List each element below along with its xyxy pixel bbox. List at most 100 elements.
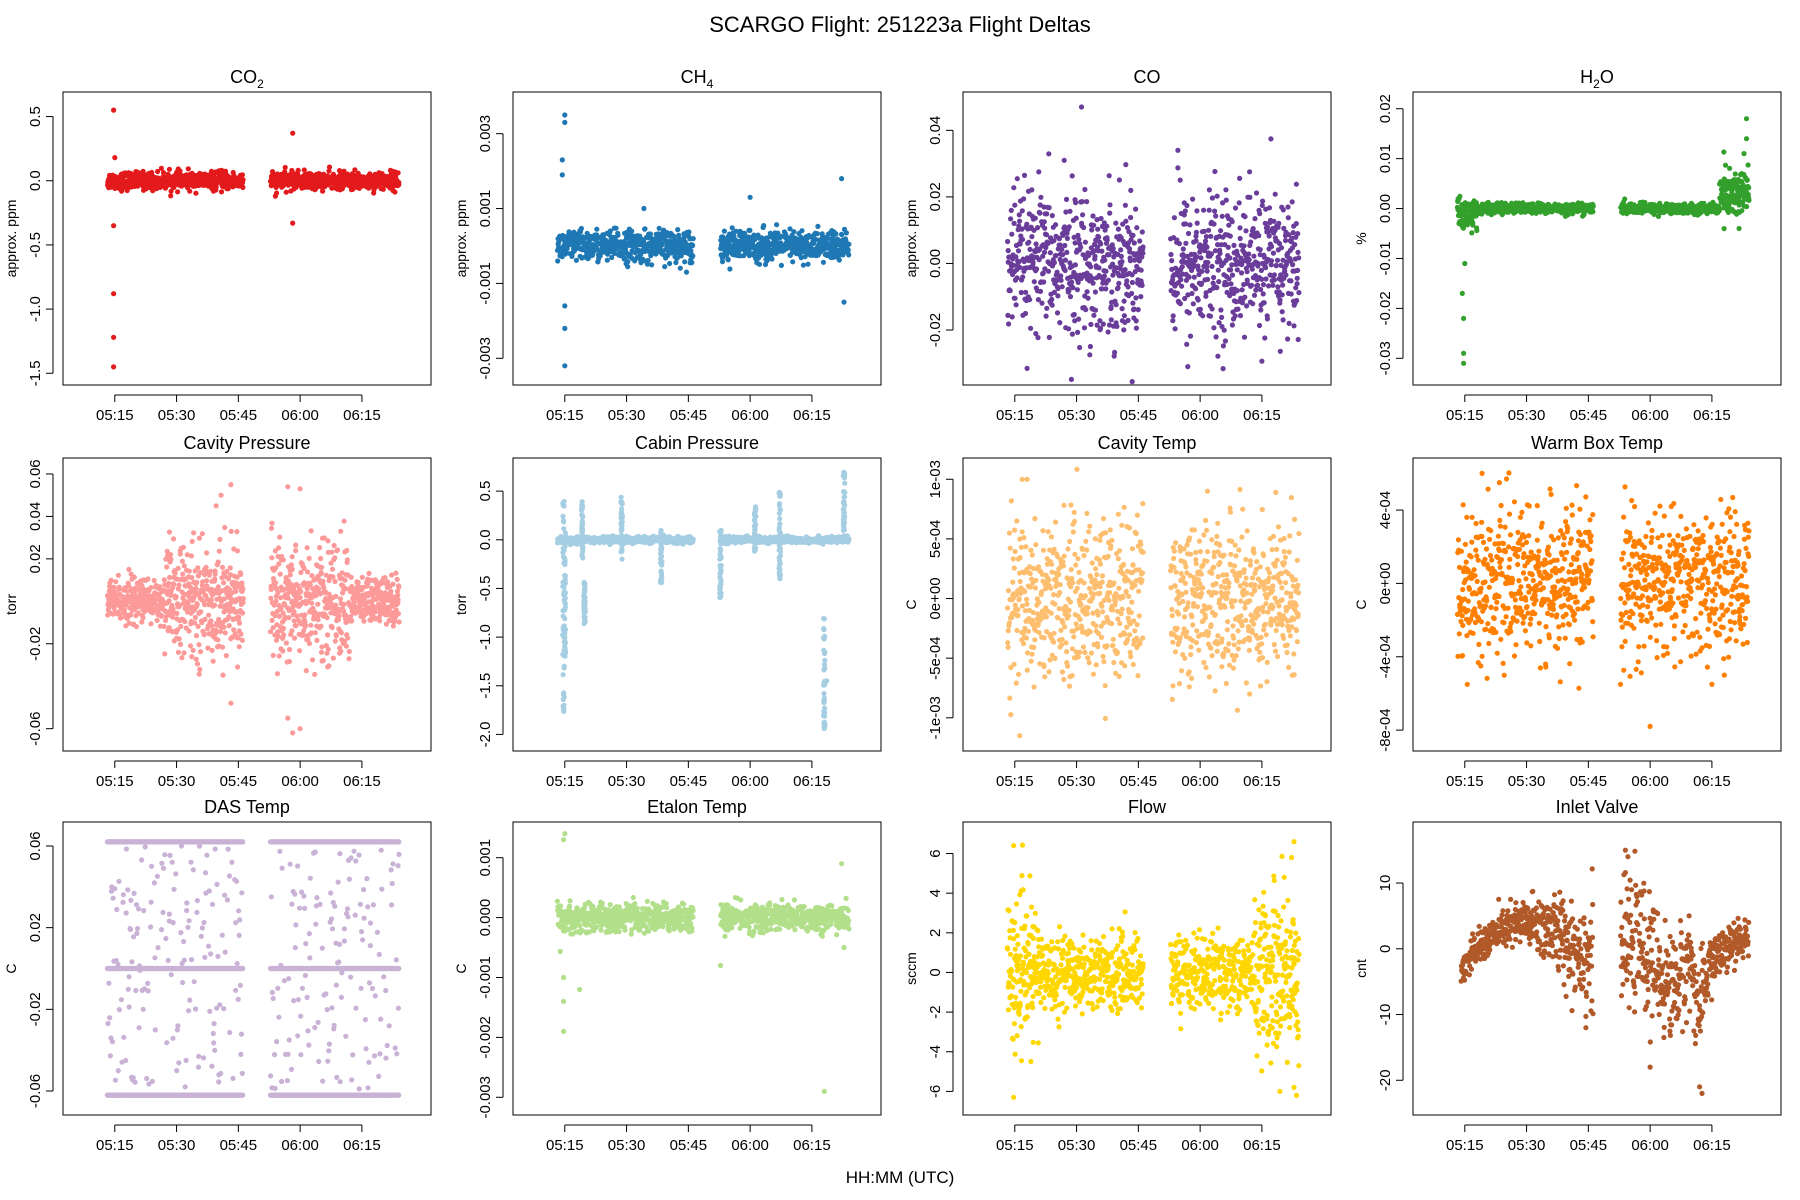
- x-tick-label: 05:45: [1570, 407, 1608, 424]
- data-point: [213, 627, 219, 634]
- data-point: [1173, 265, 1179, 271]
- data-point: [1266, 283, 1272, 289]
- data-point: [1459, 290, 1465, 296]
- data-point: [578, 225, 585, 232]
- data-point: [1260, 291, 1266, 297]
- data-point: [1204, 268, 1210, 274]
- data-point: [1194, 220, 1200, 226]
- data-point: [290, 220, 296, 226]
- data-point: [314, 637, 320, 644]
- data-point: [1237, 235, 1243, 242]
- data-point: [1275, 224, 1281, 230]
- data-point: [220, 672, 226, 678]
- data-point: [269, 555, 275, 561]
- data-point: [1716, 206, 1722, 212]
- data-point: [1276, 240, 1283, 247]
- data-point: [186, 568, 192, 574]
- data-point: [194, 661, 201, 667]
- data-point: [1011, 220, 1017, 226]
- data-point: [170, 536, 177, 542]
- data-point: [1229, 272, 1236, 278]
- data-point: [125, 588, 131, 594]
- data-point: [111, 223, 117, 229]
- data-point: [1216, 279, 1222, 285]
- data-point: [1746, 197, 1752, 203]
- y-axis: -1.5-1.0-0.50.00.5: [27, 106, 54, 386]
- data-point: [317, 591, 323, 597]
- data-point: [1070, 285, 1076, 291]
- data-point: [1237, 313, 1244, 319]
- x-tick-label: 05:15: [1446, 407, 1484, 424]
- data-point: [206, 612, 212, 618]
- data-point: [177, 551, 183, 557]
- data-point: [161, 623, 167, 630]
- data-point: [290, 130, 296, 136]
- data-point: [1023, 289, 1029, 295]
- data-point: [1295, 336, 1301, 343]
- data-point: [240, 596, 246, 602]
- data-point: [1036, 169, 1042, 175]
- data-point: [594, 226, 600, 232]
- data-point: [301, 628, 307, 634]
- data-point: [1201, 207, 1207, 213]
- data-point: [1228, 281, 1234, 287]
- x-tick-label: 05:45: [220, 407, 258, 424]
- data-point: [1279, 292, 1285, 298]
- data-point: [1098, 215, 1104, 222]
- data-point: [280, 648, 286, 654]
- data-point: [1258, 286, 1264, 293]
- data-point: [1129, 379, 1135, 385]
- data-point: [170, 606, 176, 612]
- data-point: [218, 189, 225, 195]
- x-tick-label: 05:30: [608, 407, 646, 424]
- data-point: [1190, 196, 1196, 202]
- data-point: [273, 184, 279, 190]
- data-point: [1232, 313, 1238, 319]
- data-point: [1122, 202, 1128, 208]
- data-point: [1219, 213, 1225, 219]
- data-point: [1266, 233, 1272, 239]
- data-point: [1027, 246, 1033, 252]
- data-point: [298, 569, 304, 576]
- data-point: [111, 107, 117, 113]
- y-tick-label: -0.03: [1377, 341, 1394, 375]
- data-point: [1115, 285, 1121, 291]
- data-point: [1119, 306, 1125, 312]
- data-point: [627, 252, 633, 258]
- x-tick-label: 06:00: [731, 407, 769, 424]
- data-point: [836, 257, 842, 263]
- data-point: [140, 615, 146, 621]
- data-point: [126, 566, 132, 573]
- data-point: [221, 596, 227, 602]
- data-point: [116, 584, 122, 590]
- data-point: [1179, 283, 1185, 289]
- data-point: [673, 259, 679, 266]
- data-point: [1268, 258, 1275, 264]
- data-point: [1010, 262, 1017, 268]
- data-point: [1067, 208, 1073, 214]
- data-point: [1278, 272, 1284, 278]
- data-point: [190, 647, 196, 653]
- data-point: [1102, 257, 1108, 263]
- data-point: [1722, 162, 1729, 168]
- data-point: [1037, 210, 1043, 216]
- data-point: [1089, 227, 1095, 233]
- data-point: [1223, 257, 1229, 263]
- data-point: [209, 647, 215, 654]
- data-point: [611, 250, 618, 256]
- data-point: [1061, 157, 1067, 163]
- data-point: [1024, 221, 1030, 227]
- data-point: [174, 576, 180, 582]
- data-point: [1092, 253, 1098, 259]
- data-point: [1043, 313, 1049, 319]
- data-point: [778, 233, 784, 239]
- data-point: [1198, 255, 1204, 261]
- data-point: [1047, 250, 1053, 256]
- data-point: [275, 590, 281, 596]
- data-point: [1277, 297, 1283, 303]
- data-point: [1215, 267, 1221, 273]
- data-point: [240, 184, 246, 190]
- data-point: [1229, 219, 1235, 225]
- data-point: [1278, 245, 1285, 251]
